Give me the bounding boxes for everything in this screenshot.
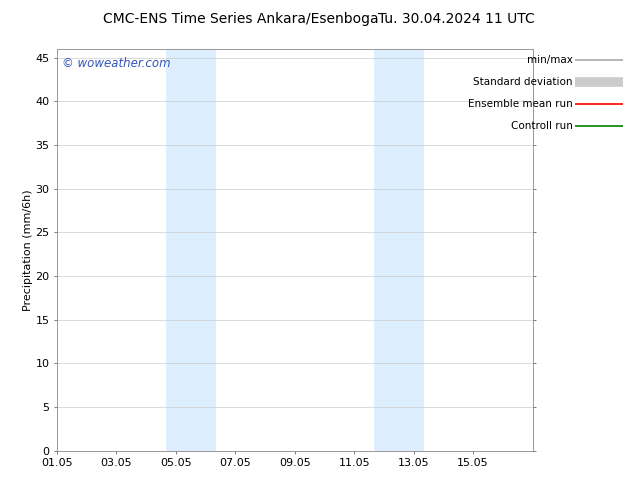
Y-axis label: Precipitation (mm/6h): Precipitation (mm/6h) <box>23 189 32 311</box>
Text: min/max: min/max <box>527 55 573 65</box>
Text: Controll run: Controll run <box>510 121 573 131</box>
Bar <box>165 49 216 451</box>
Text: Standard deviation: Standard deviation <box>473 77 573 87</box>
Text: © woweather.com: © woweather.com <box>61 57 171 70</box>
Bar <box>373 49 424 451</box>
Text: Ensemble mean run: Ensemble mean run <box>468 99 573 109</box>
Text: CMC-ENS Time Series Ankara/Esenboga: CMC-ENS Time Series Ankara/Esenboga <box>103 12 378 26</box>
Text: Tu. 30.04.2024 11 UTC: Tu. 30.04.2024 11 UTC <box>378 12 535 26</box>
